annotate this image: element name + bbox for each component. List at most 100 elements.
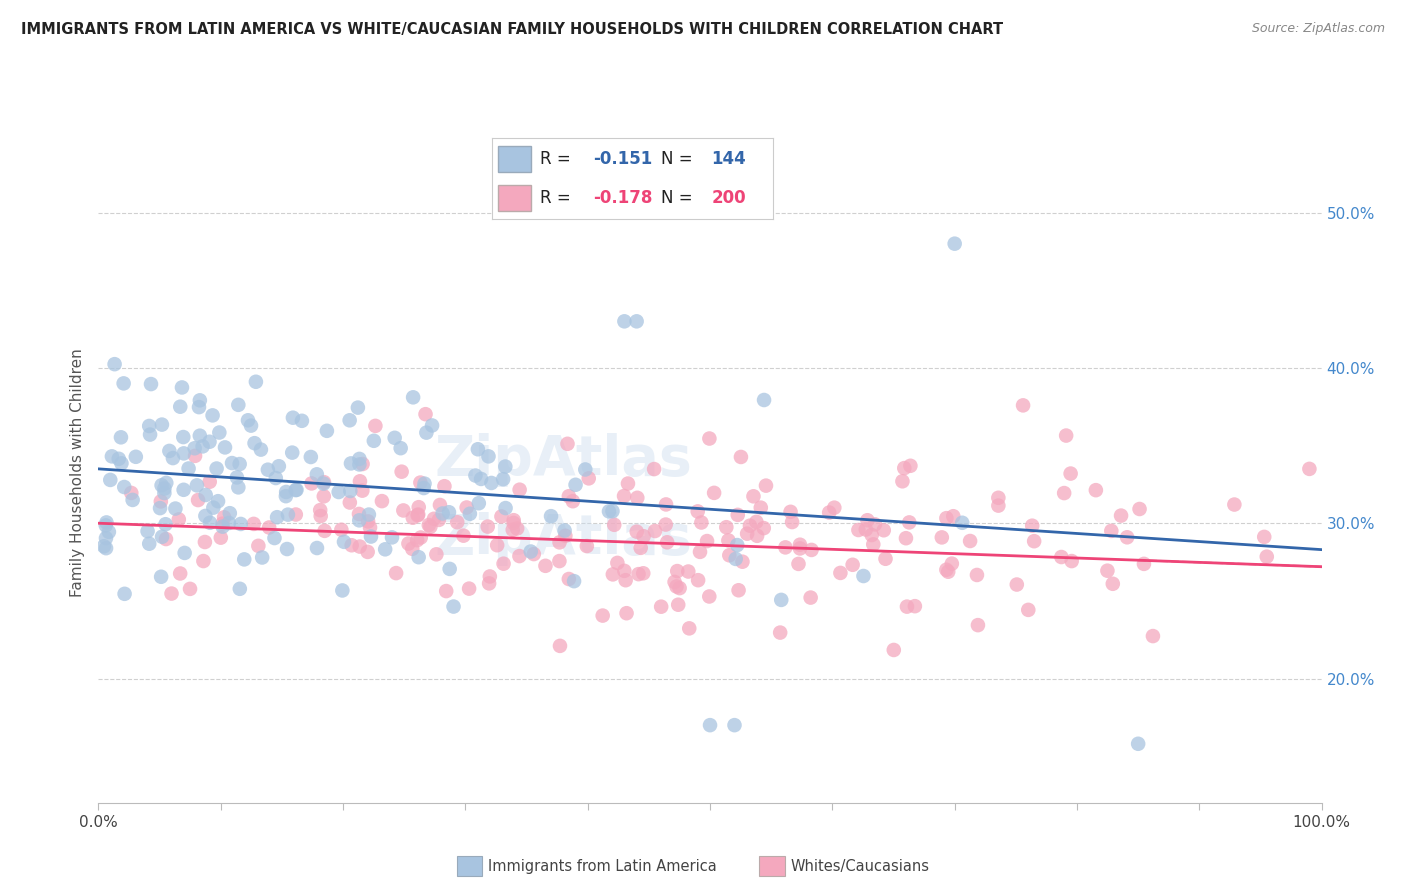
Point: [481, 475, 503, 490]
Point: [94, 518, 117, 533]
Point: [696, 534, 718, 549]
Point: [1298, 462, 1320, 476]
Point: [309, 503, 332, 517]
Point: [425, 547, 447, 561]
Point: [212, 510, 235, 524]
Point: [564, 477, 586, 491]
Point: [406, 508, 429, 522]
Point: [668, 581, 690, 595]
Point: [1128, 737, 1150, 751]
Point: [423, 512, 446, 526]
Point: [1256, 549, 1278, 564]
Point: [725, 538, 748, 552]
Point: [110, 456, 132, 470]
Point: [225, 470, 247, 484]
Point: [150, 478, 173, 492]
Point: [966, 568, 988, 582]
Point: [654, 517, 676, 532]
Point: [305, 467, 328, 482]
Point: [250, 550, 273, 565]
Point: [94, 541, 117, 556]
Point: [727, 583, 749, 598]
Point: [257, 520, 280, 534]
Point: [603, 517, 626, 532]
Point: [160, 586, 183, 600]
Point: [389, 441, 412, 455]
Point: [616, 606, 638, 620]
Point: [508, 549, 530, 563]
Point: [686, 504, 709, 518]
Point: [626, 314, 648, 328]
Point: [291, 414, 314, 428]
Text: N =: N =: [661, 150, 697, 168]
Point: [606, 556, 628, 570]
Point: [267, 459, 290, 474]
Point: [655, 498, 678, 512]
Point: [509, 483, 531, 497]
Point: [789, 541, 811, 556]
Point: [458, 582, 481, 596]
Point: [427, 513, 450, 527]
Point: [893, 461, 915, 475]
Point: [121, 492, 143, 507]
Point: [167, 512, 190, 526]
Point: [1109, 508, 1132, 523]
Point: [699, 718, 721, 732]
Point: [554, 524, 576, 538]
Point: [935, 511, 957, 525]
Point: [349, 458, 371, 472]
Point: [467, 442, 489, 457]
Point: [314, 524, 336, 538]
Point: [883, 643, 905, 657]
Point: [779, 505, 801, 519]
Point: [352, 457, 374, 471]
Point: [214, 441, 236, 455]
Point: [464, 468, 486, 483]
Text: ZipAtlas: ZipAtlas: [434, 433, 692, 486]
Point: [93, 539, 115, 553]
Point: [458, 507, 481, 521]
Point: [987, 499, 1010, 513]
Point: [198, 475, 221, 489]
Point: [330, 583, 353, 598]
Point: [1054, 428, 1077, 442]
Point: [218, 516, 240, 530]
Point: [523, 547, 546, 561]
Point: [433, 479, 456, 493]
Point: [470, 472, 492, 486]
Point: [340, 538, 363, 552]
Point: [1133, 557, 1156, 571]
Point: [557, 437, 579, 451]
Point: [419, 519, 441, 533]
Point: [188, 428, 211, 442]
Point: [800, 591, 823, 605]
Point: [385, 566, 408, 580]
Point: [936, 565, 959, 579]
FancyBboxPatch shape: [498, 146, 531, 172]
Point: [678, 565, 700, 579]
Point: [666, 598, 689, 612]
Point: [643, 462, 665, 476]
Point: [699, 432, 721, 446]
Point: [250, 442, 273, 457]
Point: [177, 461, 200, 475]
Point: [429, 498, 451, 512]
Point: [1223, 498, 1246, 512]
Point: [349, 540, 371, 554]
Text: Immigrants from Latin America: Immigrants from Latin America: [488, 859, 717, 873]
Point: [841, 558, 863, 572]
Point: [818, 506, 841, 520]
Point: [613, 564, 636, 578]
Point: [592, 608, 614, 623]
Point: [959, 534, 981, 549]
Point: [1116, 530, 1139, 544]
Point: [396, 536, 419, 550]
Point: [745, 515, 768, 529]
Point: [894, 531, 917, 545]
Point: [664, 574, 686, 589]
Point: [873, 523, 896, 537]
Point: [352, 483, 374, 498]
Point: [852, 569, 875, 583]
Point: [409, 475, 432, 490]
Point: [101, 450, 124, 464]
